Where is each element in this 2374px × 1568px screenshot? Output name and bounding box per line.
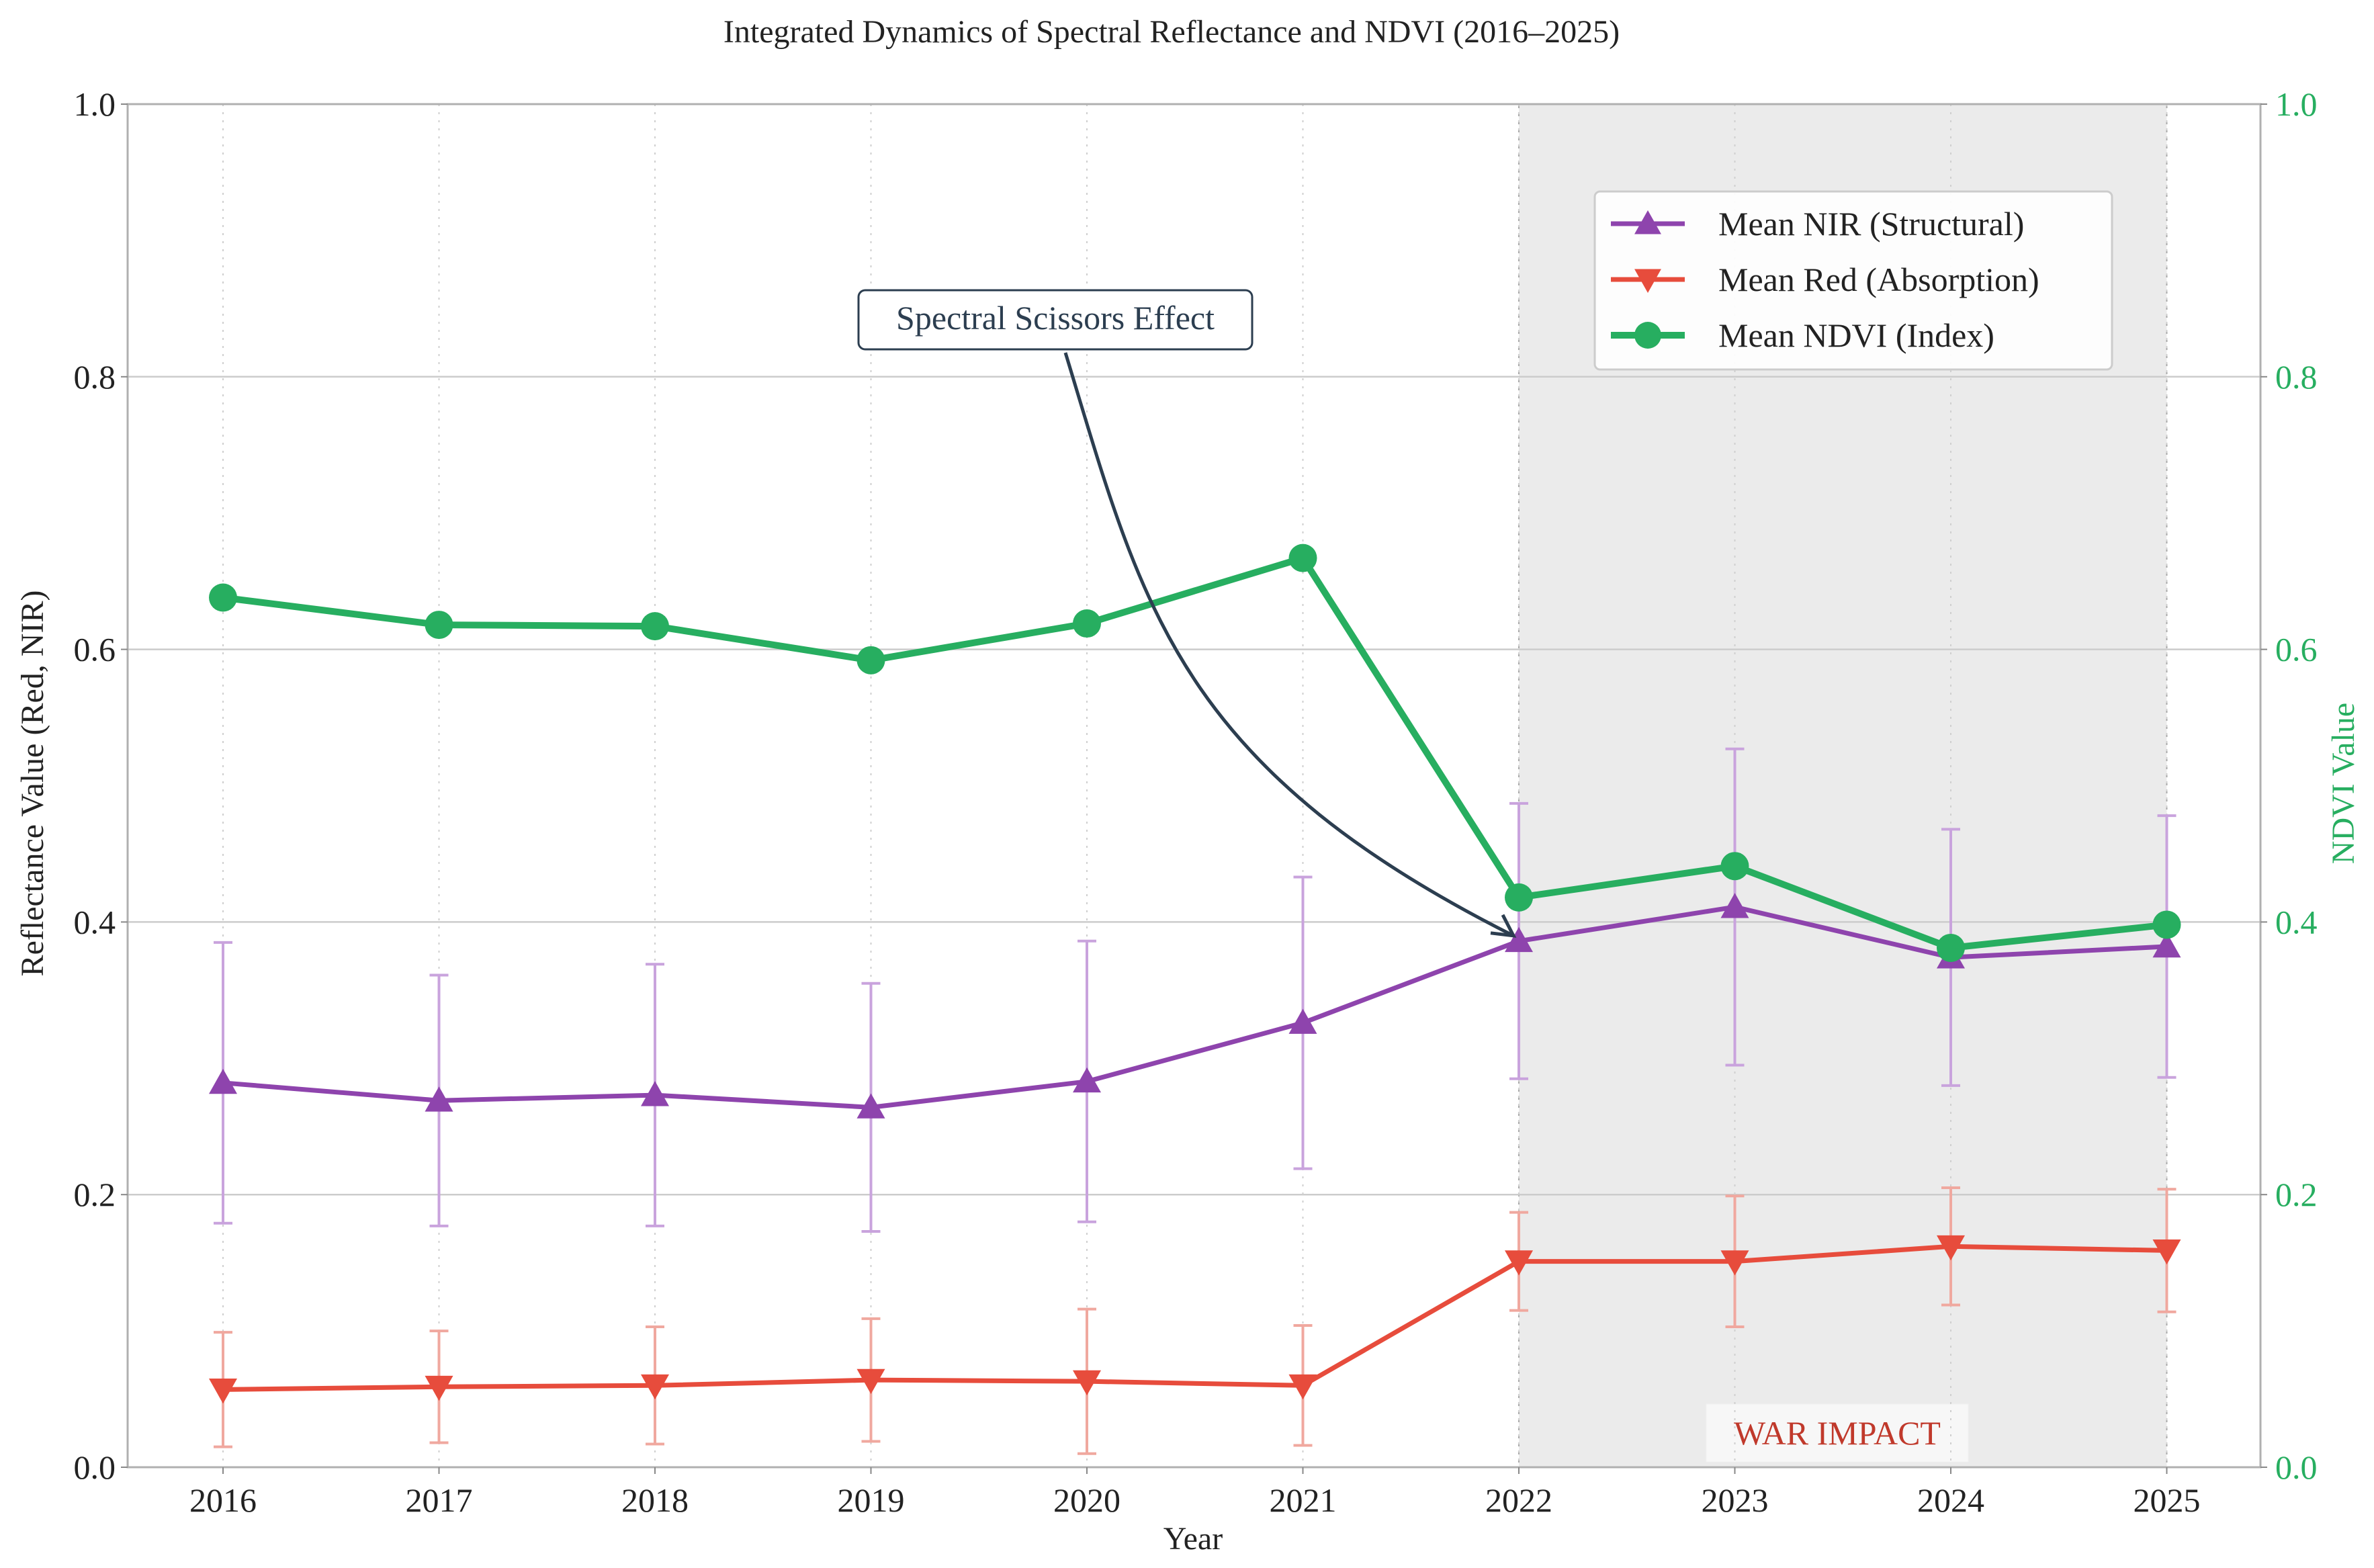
- data-point: [1288, 1008, 1317, 1034]
- data-point: [1073, 1370, 1101, 1396]
- data-point: [856, 1093, 885, 1119]
- data-point: [1073, 609, 1101, 638]
- legend-label: Mean NDVI (Index): [1718, 316, 1994, 354]
- data-point: [1937, 933, 1965, 962]
- data-point: [2152, 1239, 2181, 1265]
- x-tick-label: 2024: [1917, 1481, 1984, 1519]
- data-point: [1288, 543, 1317, 572]
- data-point: [1505, 926, 1533, 953]
- y-tick-label-right: 0.0: [2275, 1448, 2318, 1486]
- data-point: [1505, 883, 1533, 912]
- legend-marker: [1634, 322, 1661, 349]
- annotation-arrow: [1063, 352, 1515, 938]
- y-axis-label-left: Reflectance Value (Red, NIR): [15, 591, 50, 977]
- y-tick-label-right: 1.0: [2275, 85, 2318, 123]
- data-point: [2152, 910, 2181, 939]
- data-point: [856, 1368, 885, 1395]
- data-point: [209, 583, 237, 612]
- y-tick-label-left: 0.2: [74, 1176, 116, 1213]
- legend-marker: [1634, 269, 1661, 293]
- x-tick-label: 2020: [1053, 1481, 1120, 1519]
- data-point: [641, 1374, 669, 1400]
- war-impact-label: WAR IMPACT: [1734, 1414, 1941, 1452]
- data-point: [2152, 932, 2181, 958]
- data-point: [425, 1375, 453, 1401]
- x-tick-label: 2021: [1270, 1481, 1337, 1519]
- x-tick-label: 2016: [189, 1481, 257, 1519]
- x-tick-label: 2019: [838, 1481, 905, 1519]
- legend-marker: [1634, 210, 1661, 234]
- legend-label: Mean NIR (Structural): [1718, 205, 2024, 243]
- y-axis-label-right: NDVI Value: [2326, 703, 2361, 864]
- chart-title: Integrated Dynamics of Spectral Reflecta…: [723, 14, 1620, 50]
- series-line: [222, 554, 2168, 951]
- x-axis-label: Year: [1163, 1521, 1223, 1557]
- x-tick-label: 2017: [406, 1481, 473, 1519]
- data-point: [1505, 1250, 1533, 1276]
- plot-frame: [126, 103, 2262, 1469]
- y-tick-label-left: 0.6: [74, 631, 116, 668]
- y-tick-label-right: 0.4: [2275, 903, 2318, 941]
- y-tick-label-left: 0.4: [74, 903, 116, 941]
- x-tick-label: 2025: [2134, 1481, 2201, 1519]
- data-point: [641, 1081, 669, 1106]
- data-point: [1937, 1235, 1965, 1261]
- series-line: [222, 904, 2167, 1110]
- annotation-box: [857, 289, 1254, 351]
- data-point: [856, 646, 885, 674]
- data-point: [641, 612, 669, 641]
- data-point: [425, 611, 453, 640]
- y-tick-label-right: 0.6: [2275, 631, 2318, 668]
- series-line: [222, 1244, 2167, 1392]
- war-impact-label-box: [1706, 1403, 1969, 1463]
- y-tick-label-left: 1.0: [74, 85, 116, 123]
- y-tick-label-left: 0.0: [74, 1448, 116, 1486]
- x-tick-label: 2018: [621, 1481, 689, 1519]
- annotation-arrowhead: [1490, 914, 1517, 938]
- data-point: [1720, 1250, 1749, 1276]
- data-point: [1720, 852, 1749, 881]
- legend-label: Mean Red (Absorption): [1718, 261, 2039, 298]
- data-point: [209, 1378, 237, 1404]
- data-point: [1720, 893, 1749, 918]
- x-tick-label: 2022: [1485, 1481, 1552, 1519]
- x-tick-label: 2023: [1702, 1481, 1769, 1519]
- legend-box: [1593, 190, 2113, 371]
- data-point: [1073, 1067, 1101, 1093]
- annotation-text: Spectral Scissors Effect: [896, 299, 1215, 337]
- data-point: [209, 1068, 237, 1094]
- y-tick-label-right: 0.2: [2275, 1176, 2318, 1213]
- y-tick-label-right: 0.8: [2275, 358, 2318, 396]
- data-point: [1288, 1374, 1317, 1400]
- data-point: [425, 1086, 453, 1112]
- y-tick-label-left: 0.8: [74, 358, 116, 396]
